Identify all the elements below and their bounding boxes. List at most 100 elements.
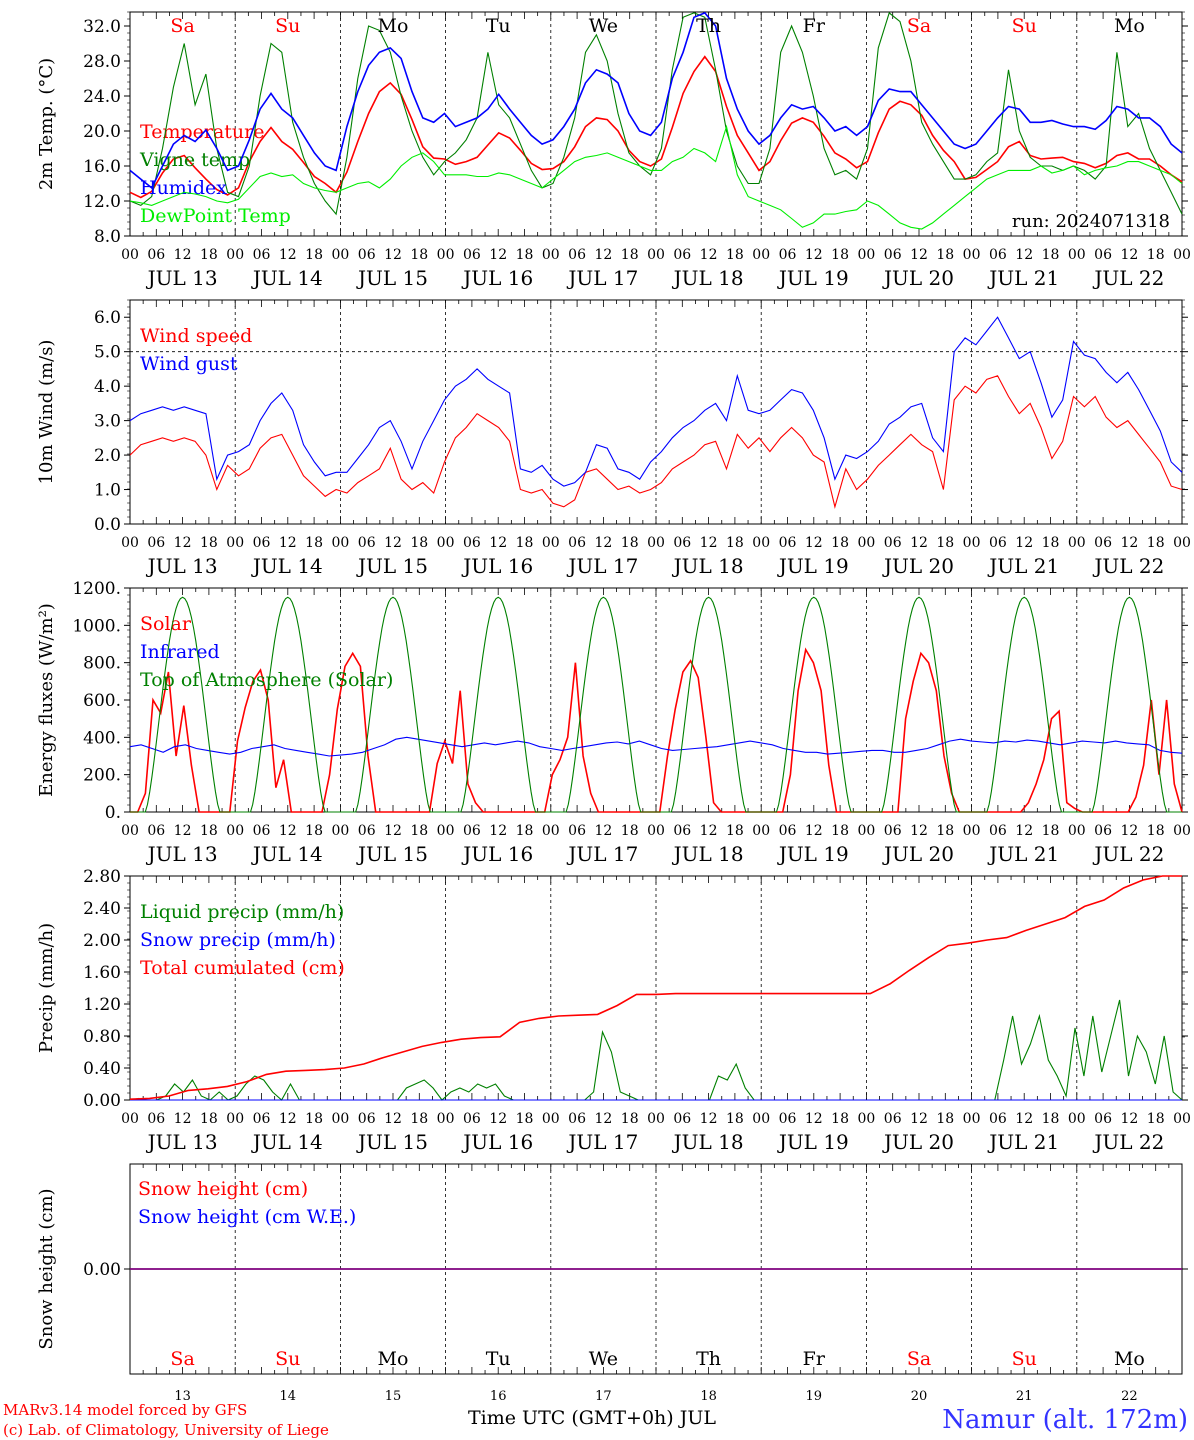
date-label: JUL 22 [1092,842,1164,866]
hour-label: 18 [621,535,639,551]
date-label: JUL 15 [356,554,428,578]
legend-entry: Liquid precip (mm/h) [140,901,344,923]
panel-frame [129,11,1183,237]
date-label: JUL 14 [251,842,323,866]
weekday-label-bottom: Mo [1114,1348,1145,1370]
hour-label: 12 [384,535,402,551]
hour-label: 06 [463,535,481,551]
hour-label: 12 [700,247,718,263]
hour-label: 06 [673,535,691,551]
date-label: JUL 20 [882,266,954,290]
date-label: JUL 16 [461,266,533,290]
hour-label: 18 [410,247,428,263]
weekday-label: Sa [170,15,194,37]
legend-entry: Snow height (cm) [138,1178,308,1200]
run-annotation: run: 2024071318 [1012,211,1170,232]
y-axis-label: Precip (mm/h) [36,923,57,1053]
hour-label-end: 00 [1173,1111,1191,1127]
hour-label: 18 [1147,247,1165,263]
series-line-infrared [129,736,1183,757]
hour-label: 00 [963,823,981,839]
hour-label: 12 [174,247,192,263]
panel-5: 0.00 Snow height (cm) Snow height (cm) Snow… [36,1163,1188,1404]
date-label: JUL 19 [777,842,849,866]
hour-label: 18 [1042,1111,1060,1127]
y-tick-label: 24.0 [83,87,121,107]
y-axis-label: Snow height (cm) [36,1188,57,1349]
hour-label: 12 [174,1111,192,1127]
hour-label: 00 [963,535,981,551]
y-tick-label: 4.0 [94,377,121,397]
hour-label: 06 [1094,1111,1112,1127]
hour-label: 12 [1120,247,1138,263]
hour-label: 00 [437,823,455,839]
date-label: JUL 21 [987,842,1059,866]
y-tick-label: 0.40 [83,1059,121,1079]
weekday-label: Sa [907,15,931,37]
date-label: JUL 22 [1092,266,1164,290]
hour-label: 06 [463,247,481,263]
hour-label: 18 [200,535,218,551]
hour-label: 18 [1147,823,1165,839]
hour-label: 18 [831,823,849,839]
hour-label: 00 [226,247,244,263]
hour-label: 06 [779,535,797,551]
hour-label: 18 [831,535,849,551]
hour-label: 18 [621,247,639,263]
hour-label: 18 [621,823,639,839]
hour-label: 00 [963,247,981,263]
weekday-label-bottom: Fr [803,1348,826,1370]
date-label: JUL 18 [672,554,744,578]
y-tick-label: 2.00 [83,931,121,951]
y-axis-label: Energy fluxes (W/m²) [36,603,57,797]
hour-label: 12 [384,823,402,839]
hour-label: 18 [726,247,744,263]
hour-label: 06 [253,247,271,263]
hour-label: 12 [700,535,718,551]
hour-label: 00 [647,1111,665,1127]
legend-entry: Snow precip (mm/h) [140,929,336,951]
hour-label: 00 [857,535,875,551]
weekday-label: Mo [1114,15,1145,37]
day-number: 17 [595,1389,612,1404]
hour-label: 12 [910,1111,928,1127]
weekday-label-bottom: Tu [486,1348,511,1370]
hour-label: 06 [253,1111,271,1127]
legend-entry: Solar [140,613,192,635]
credit-line-1: MARv3.14 model forced by GFS [3,1401,247,1419]
y-tick-label: 0.00 [83,1260,121,1280]
date-label: JUL 17 [566,266,638,290]
panel-3: 1200. 1000. 800. 600. 400. 200. 0. Energy fluxe… [36,579,1191,866]
date-label: JUL 22 [1092,1130,1164,1154]
hour-label: 00 [752,1111,770,1127]
date-label: JUL 13 [146,266,218,290]
hour-label: 12 [1120,1111,1138,1127]
hour-label: 06 [1094,247,1112,263]
date-label: JUL 17 [566,1130,638,1154]
hour-label: 00 [752,247,770,263]
y-tick-label: 5.0 [94,343,121,363]
hour-label: 18 [1147,535,1165,551]
hour-label: 06 [568,823,586,839]
y-tick-label: 3.0 [94,412,121,432]
series-line-dewpoint-temp [129,124,1183,230]
hour-label: 06 [358,535,376,551]
hour-label: 18 [305,535,323,551]
weekday-label-bottom: Su [275,1348,300,1370]
legend-entry: Wind speed [140,325,252,347]
hour-label: 00 [437,247,455,263]
y-tick-label: 1200. [72,579,121,599]
hour-label: 18 [200,823,218,839]
y-tick-label: 2.0 [94,446,121,466]
y-tick-label: 0.00 [83,1091,121,1111]
hour-label: 06 [568,247,586,263]
hour-label: 12 [489,823,507,839]
day-number: 16 [490,1389,507,1404]
hour-label: 00 [542,535,560,551]
date-label: JUL 19 [777,266,849,290]
panel-2: 6.0 5.0 4.0 3.0 2.0 1.0 0.0 10m Wind (m/s) Wind … [36,299,1191,578]
hour-label: 18 [305,247,323,263]
series-line-top-of-atmosphere-solar- [130,596,1182,813]
hour-label: 12 [489,1111,507,1127]
date-label: JUL 20 [882,842,954,866]
